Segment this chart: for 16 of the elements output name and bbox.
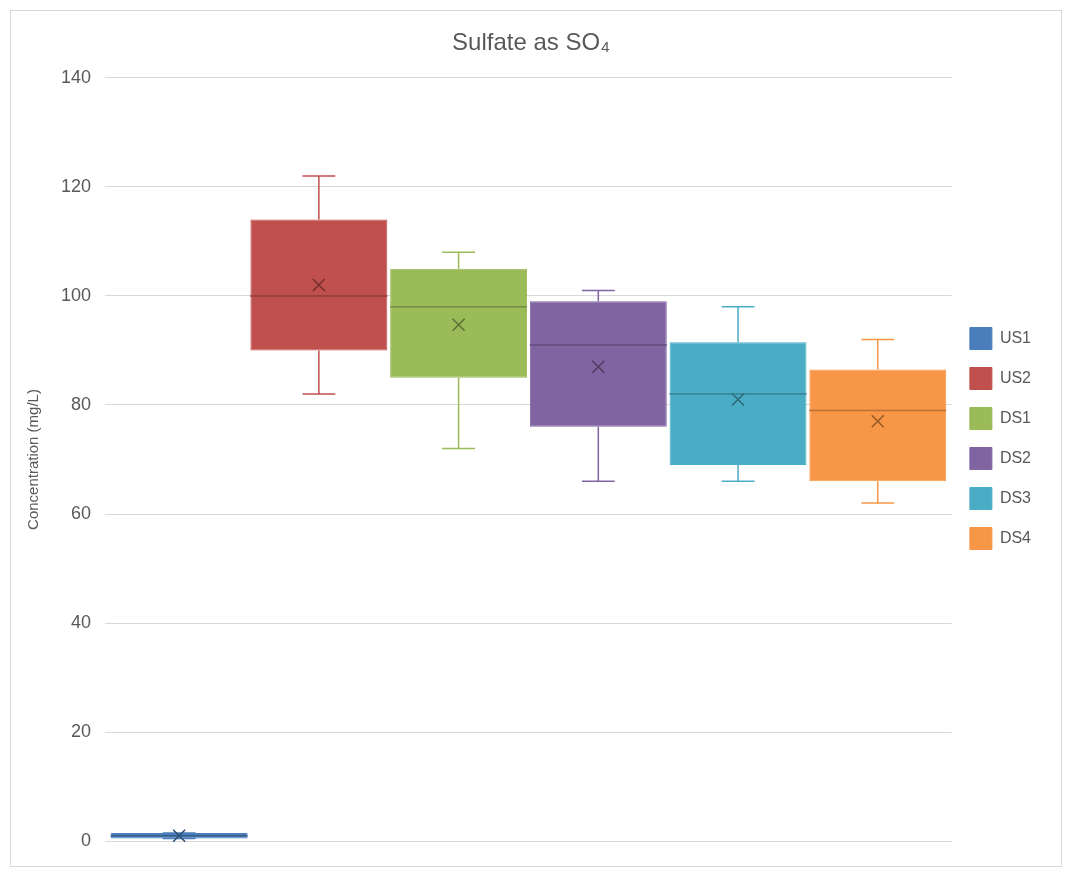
y-tick-label: 140 bbox=[60, 66, 92, 87]
chart-title: Sulfate as SO₄ bbox=[452, 28, 610, 56]
legend-label: US1 bbox=[999, 328, 1032, 346]
y-tick-label: 0 bbox=[81, 830, 92, 851]
legend-label: DS1 bbox=[999, 408, 1032, 426]
legend-label: DS4 bbox=[999, 528, 1032, 546]
legend-label: DS2 bbox=[999, 448, 1032, 466]
y-tick-label: 100 bbox=[60, 284, 92, 305]
y-tick-label: 40 bbox=[71, 612, 92, 633]
y-axis-title: Concentration (mg/L) bbox=[24, 389, 42, 530]
y-tick-label: 120 bbox=[60, 175, 92, 196]
legend-label: US2 bbox=[999, 368, 1032, 386]
y-tick-label: 20 bbox=[71, 721, 92, 742]
y-tick-label: 80 bbox=[71, 393, 92, 414]
y-tick-label: 60 bbox=[71, 503, 92, 523]
legend-label: DS3 bbox=[999, 488, 1032, 506]
